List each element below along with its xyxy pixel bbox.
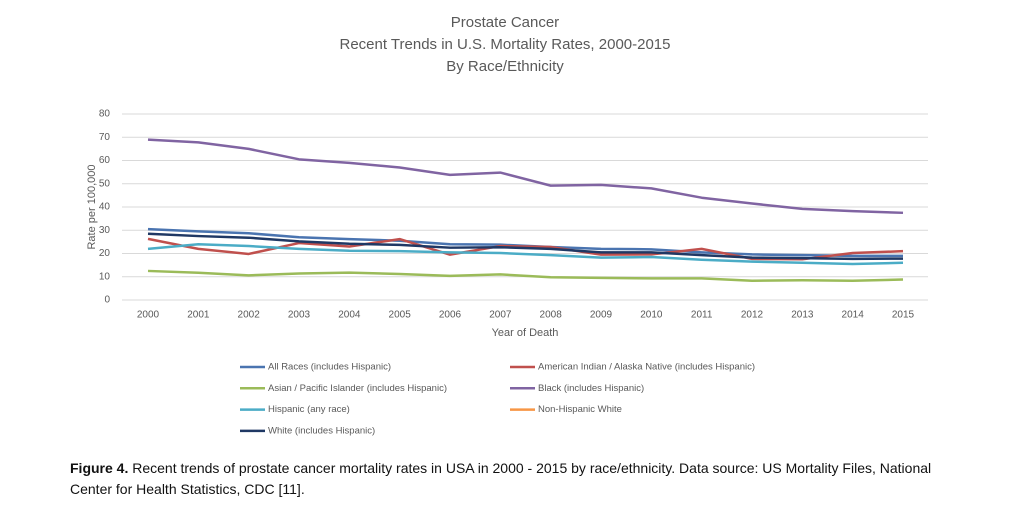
x-tick-label: 2000 bbox=[137, 310, 160, 321]
y-tick-label: 40 bbox=[99, 202, 111, 213]
x-tick-label: 2015 bbox=[892, 310, 915, 321]
y-tick-label: 50 bbox=[99, 178, 111, 189]
caption: Figure 4. Recent trends of prostate canc… bbox=[70, 458, 955, 500]
caption-text: Recent trends of prostate cancer mortali… bbox=[70, 460, 932, 497]
y-axis-label: Rate per 100,000 bbox=[86, 164, 98, 249]
x-tick-label: 2011 bbox=[691, 310, 713, 321]
chart-title: Prostate Cancer bbox=[451, 14, 559, 31]
x-tick-label: 2001 bbox=[187, 310, 210, 321]
y-tick-label: 20 bbox=[99, 248, 111, 259]
x-tick-label: 2007 bbox=[489, 310, 512, 321]
legend-label: Hispanic (any race) bbox=[268, 404, 350, 415]
chart-subtitle: By Race/Ethnicity bbox=[446, 58, 564, 75]
x-tick-label: 2012 bbox=[741, 310, 764, 321]
y-tick-label: 10 bbox=[99, 271, 111, 282]
x-tick-label: 2003 bbox=[288, 310, 311, 321]
x-tick-label: 2009 bbox=[590, 310, 613, 321]
legend-label: Asian / Pacific Islander (includes Hispa… bbox=[268, 383, 447, 394]
x-tick-label: 2004 bbox=[338, 310, 361, 321]
y-tick-label: 70 bbox=[99, 132, 111, 143]
caption-label: Figure 4. bbox=[70, 460, 129, 476]
legend-label: Non-Hispanic White bbox=[538, 404, 622, 415]
series-line bbox=[147, 232, 904, 261]
x-tick-label: 2002 bbox=[238, 310, 261, 321]
y-tick-label: 60 bbox=[99, 155, 111, 166]
x-axis-label: Year of Death bbox=[492, 327, 559, 339]
x-tick-label: 2014 bbox=[842, 310, 865, 321]
y-tick-label: 0 bbox=[104, 295, 110, 306]
x-tick-label: 2008 bbox=[540, 310, 563, 321]
legend-label: All Races (includes Hispanic) bbox=[268, 362, 391, 373]
x-tick-label: 2010 bbox=[640, 310, 663, 321]
legend-label: American Indian / Alaska Native (include… bbox=[538, 362, 755, 373]
y-tick-label: 30 bbox=[99, 225, 111, 236]
series-line bbox=[147, 242, 904, 266]
x-tick-label: 2005 bbox=[389, 310, 412, 321]
chart-subtitle: Recent Trends in U.S. Mortality Rates, 2… bbox=[340, 36, 671, 53]
y-tick-label: 80 bbox=[99, 109, 111, 120]
series-line bbox=[147, 269, 904, 282]
x-tick-label: 2013 bbox=[791, 310, 814, 321]
legend-label: Black (includes Hispanic) bbox=[538, 383, 644, 394]
x-tick-label: 2006 bbox=[439, 310, 462, 321]
series-line bbox=[147, 138, 904, 215]
legend-label: White (includes Hispanic) bbox=[268, 425, 375, 436]
chart: Prostate Cancer Recent Trends in U.S. Mo… bbox=[86, 14, 928, 436]
